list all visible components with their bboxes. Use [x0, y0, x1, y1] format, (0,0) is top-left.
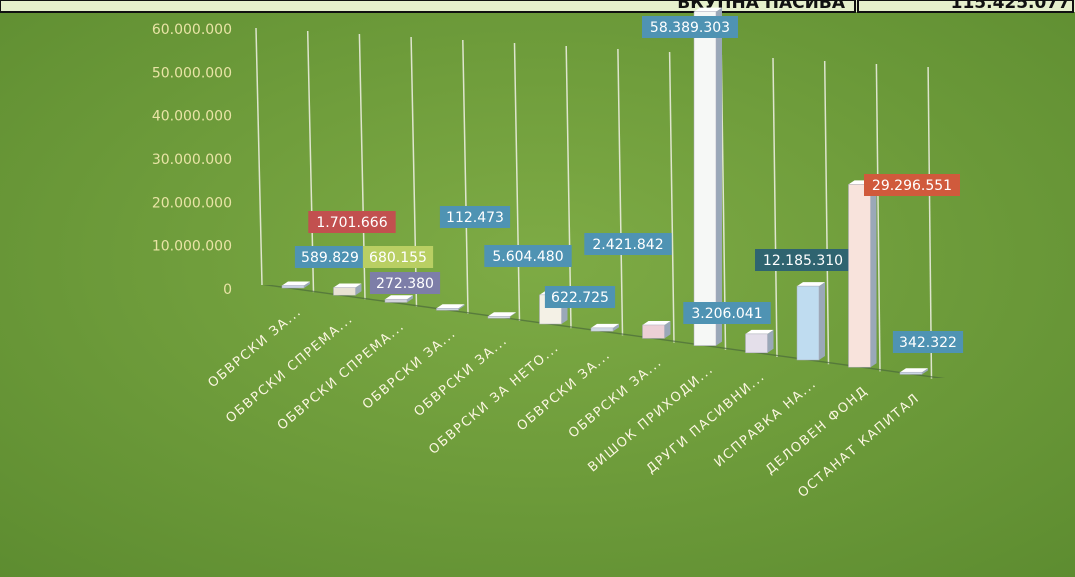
value-label-box [642, 16, 738, 38]
bar-top [282, 281, 310, 286]
y-tick-label: 40.000.000 [152, 109, 232, 125]
value-label: 342.322 [899, 335, 957, 351]
bar-top [385, 295, 413, 300]
bar-side [819, 282, 825, 360]
value-label: 58.389.303 [650, 20, 730, 36]
bar-side [407, 295, 413, 303]
value-label-box [294, 246, 366, 268]
bar [281, 285, 305, 289]
bar-side [664, 320, 671, 339]
value-label-box [369, 272, 441, 294]
bar-side [716, 7, 722, 346]
bar [590, 327, 614, 332]
header-cell [857, 0, 1074, 13]
y-tick-label: 20.000.000 [152, 195, 232, 211]
bar-side [767, 329, 774, 353]
bar-top [797, 282, 825, 287]
value-label-box [544, 286, 616, 308]
bar-top [694, 7, 722, 12]
header-cell [0, 0, 856, 13]
bar-side [613, 323, 619, 332]
depth-line [565, 45, 572, 329]
value-label: 272.380 [376, 276, 434, 292]
value-label-box [683, 302, 771, 324]
y-tick-label: 0 [223, 282, 232, 298]
depth-line [462, 39, 469, 314]
value-label-box [864, 174, 960, 196]
value-label-box [484, 245, 572, 267]
bar [642, 324, 665, 339]
value-label-box [584, 233, 672, 255]
bar [796, 285, 820, 361]
y-tick-label: 50.000.000 [152, 65, 232, 81]
value-label: 3.206.041 [691, 306, 762, 322]
bar-top [745, 329, 774, 334]
y-tick-label: 30.000.000 [152, 152, 232, 168]
value-label: 12.185.310 [763, 253, 843, 269]
depth-line [617, 48, 624, 336]
depth-line [875, 63, 881, 372]
depth-line [927, 66, 933, 379]
bar-top [591, 323, 619, 328]
bar-top [900, 368, 928, 373]
bar-top [333, 283, 362, 288]
bar-side [304, 281, 310, 288]
value-label: 112.473 [446, 210, 504, 226]
depth-line [513, 42, 521, 322]
bar-top [488, 312, 516, 317]
bar-side [458, 304, 465, 310]
bar-side [922, 368, 928, 375]
value-label: 680.155 [369, 250, 427, 266]
value-label: 589.829 [301, 250, 359, 266]
bar [487, 315, 511, 319]
depth-line [255, 27, 263, 286]
bar [384, 298, 408, 303]
bar [848, 184, 871, 368]
header-band [0, 0, 1075, 12]
header-total: 115.425.077 [951, 0, 1070, 13]
y-tick-label: 10.000.000 [152, 239, 232, 255]
value-label-box [755, 249, 851, 271]
value-label: 29.296.551 [872, 178, 952, 194]
value-label-box [308, 211, 396, 233]
value-label-box [362, 246, 434, 268]
bar-top [642, 320, 671, 325]
bar [745, 333, 768, 354]
value-label: 2.421.842 [592, 237, 663, 253]
floor [262, 285, 945, 378]
depth-line [823, 60, 830, 365]
bar [899, 371, 923, 375]
depth-line [772, 57, 778, 358]
value-label: 622.725 [551, 290, 609, 306]
bar-top [436, 304, 465, 309]
bar-side [510, 312, 516, 317]
value-label-box [892, 331, 964, 353]
bar-side [355, 283, 362, 296]
bar [436, 308, 459, 311]
bar [333, 287, 356, 296]
y-tick-label: 60.000.000 [152, 22, 232, 38]
depth-line [668, 51, 675, 343]
value-label: 5.604.480 [492, 249, 563, 265]
bar [693, 11, 717, 346]
bar-side [870, 180, 877, 368]
value-label: 1.701.666 [316, 215, 387, 231]
value-label-box [439, 206, 511, 228]
